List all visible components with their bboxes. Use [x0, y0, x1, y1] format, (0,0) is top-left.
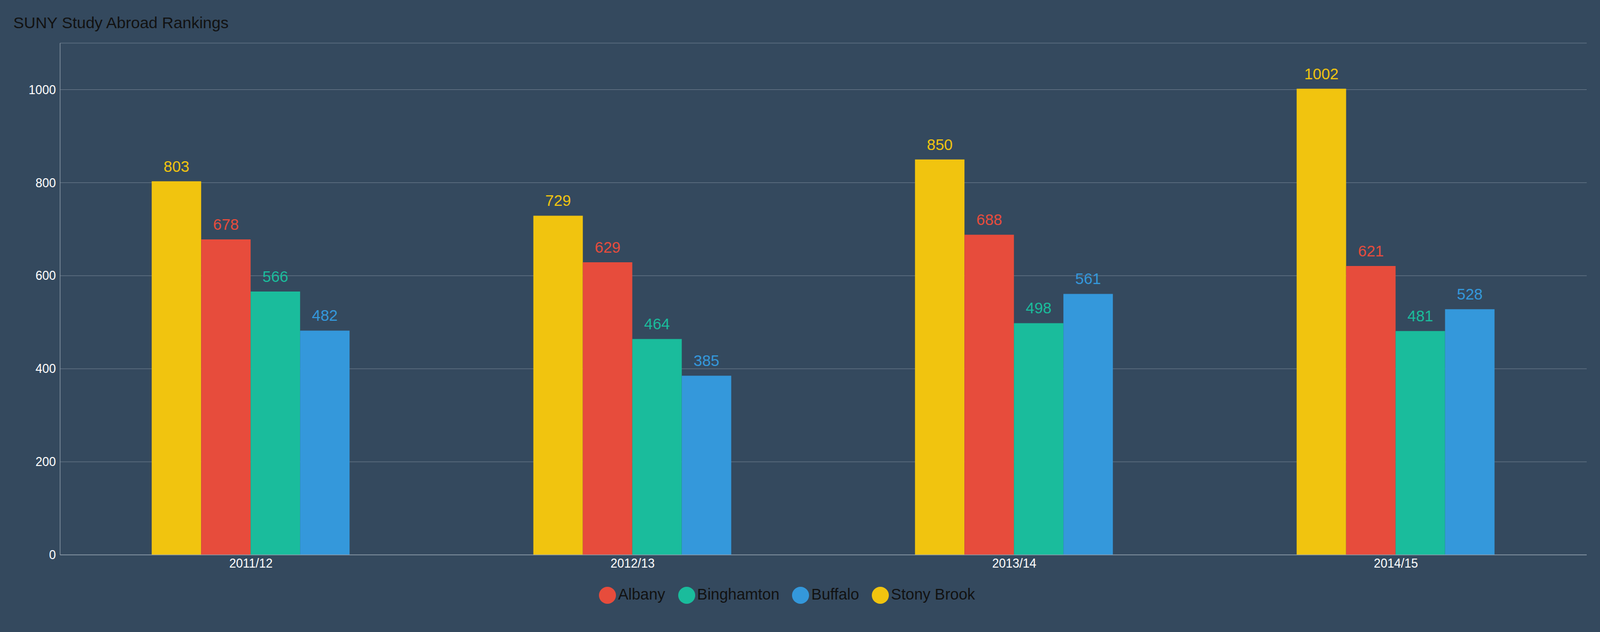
svg-text:400: 400: [35, 361, 56, 376]
svg-text:803: 803: [163, 157, 190, 175]
svg-text:678: 678: [213, 215, 239, 233]
svg-text:481: 481: [1407, 307, 1433, 325]
svg-text:498: 498: [1026, 299, 1052, 317]
svg-text:1000: 1000: [28, 82, 56, 97]
svg-text:1002: 1002: [1304, 65, 1339, 83]
svg-text:561: 561: [1075, 270, 1102, 288]
html-text:SUNY Study Abroad Rankings: SUNY Study Abroad Rankings: [13, 13, 229, 32]
svg-text:464: 464: [644, 315, 670, 333]
svg-text:385: 385: [693, 352, 720, 370]
svg-text:800: 800: [35, 176, 56, 190]
svg-text:2014/15: 2014/15: [1373, 556, 1419, 571]
svg-text:850: 850: [927, 136, 953, 154]
svg-text:729: 729: [545, 192, 571, 210]
svg-text:621: 621: [1357, 242, 1384, 260]
html-text:Buffalo: Buffalo: [811, 585, 860, 603]
svg-text:566: 566: [262, 268, 289, 286]
svg-text:629: 629: [594, 238, 621, 256]
svg-text:0: 0: [48, 547, 56, 562]
html-text:Stony Brook: Stony Brook: [891, 585, 976, 603]
svg-text:2011/12: 2011/12: [229, 556, 273, 571]
svg-text:688: 688: [976, 211, 1003, 229]
svg-text:600: 600: [35, 268, 56, 283]
svg-text:528: 528: [1456, 285, 1483, 303]
html-text:Binghamton: Binghamton: [697, 585, 780, 603]
svg-text:200: 200: [35, 454, 56, 469]
html-text:Albany: Albany: [618, 585, 666, 603]
svg-text:2012/13: 2012/13: [610, 556, 655, 571]
svg-text:482: 482: [312, 306, 338, 324]
svg-text:2013/14: 2013/14: [992, 556, 1037, 571]
